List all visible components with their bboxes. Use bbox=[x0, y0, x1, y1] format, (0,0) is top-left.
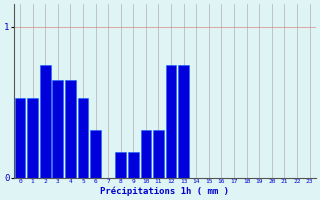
Bar bbox=[52, 80, 63, 178]
Bar bbox=[178, 65, 189, 178]
Bar bbox=[116, 152, 126, 178]
X-axis label: Précipitations 1h ( mm ): Précipitations 1h ( mm ) bbox=[100, 186, 229, 196]
Bar bbox=[65, 80, 76, 178]
Bar bbox=[27, 98, 38, 178]
Bar bbox=[15, 98, 25, 178]
Bar bbox=[90, 130, 101, 178]
Bar bbox=[40, 65, 51, 178]
Bar bbox=[153, 130, 164, 178]
Bar bbox=[166, 65, 176, 178]
Bar bbox=[128, 152, 139, 178]
Bar bbox=[77, 98, 88, 178]
Bar bbox=[140, 130, 151, 178]
